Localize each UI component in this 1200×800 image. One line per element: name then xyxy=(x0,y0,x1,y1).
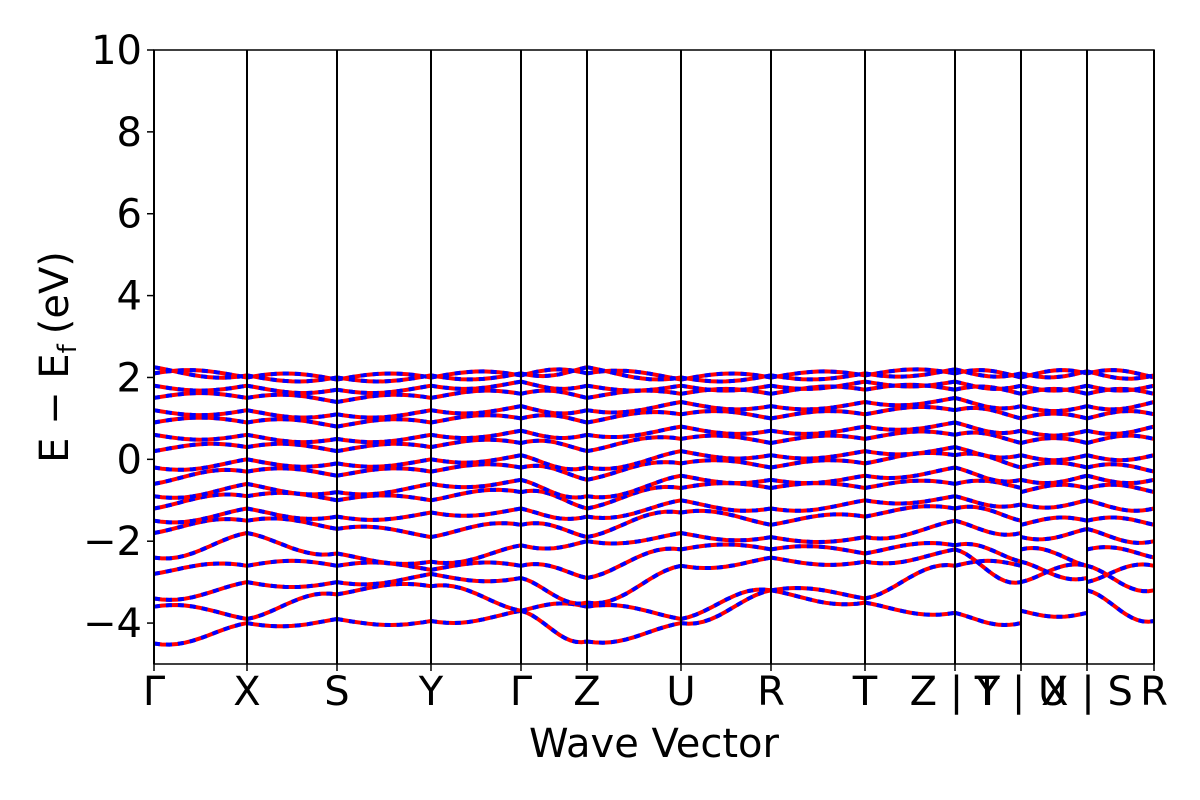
band-line-spin-down xyxy=(153,547,1155,606)
x-tick-label: Z | Y xyxy=(910,669,1001,715)
band-line-spin-down xyxy=(153,365,1155,384)
band-line-spin-up xyxy=(153,445,1155,472)
band-line-spin-up xyxy=(153,367,1155,382)
y-tick-label: −2 xyxy=(83,519,142,565)
x-tick-label: R xyxy=(757,669,785,715)
x-tick-label: S xyxy=(324,669,349,715)
y-tick-label: 2 xyxy=(117,355,142,401)
band-line-spin-down xyxy=(153,451,1155,486)
plot-background xyxy=(154,50,1154,664)
y-tick-label: 10 xyxy=(91,28,142,74)
x-tick-label: X xyxy=(233,669,260,715)
y-tick-label: 4 xyxy=(117,274,142,320)
band-line-spin-down xyxy=(153,504,1155,540)
band-line-spin-up xyxy=(153,465,1155,500)
y-tick-label: 8 xyxy=(117,110,142,156)
x-tick-label: U xyxy=(666,669,695,715)
band-line-spin-down xyxy=(153,588,1155,647)
x-tick-label: Y xyxy=(418,669,444,715)
x-tick-label: T | U xyxy=(974,669,1068,715)
band-line-spin-down xyxy=(153,429,1155,454)
y-axis: −4 −2 0 2 4 6 8 10 xyxy=(83,28,154,647)
x-tick-label: Γ xyxy=(143,669,166,715)
band-line-spin-up xyxy=(153,494,1155,525)
band-line-spin-down xyxy=(153,558,1155,621)
y-tick-label: 0 xyxy=(117,437,142,483)
band-line-spin-up xyxy=(153,420,1155,445)
x-tick-label: T xyxy=(852,669,878,715)
x-axis-title: Wave Vector xyxy=(529,721,780,767)
x-tick-label: Γ xyxy=(510,669,533,715)
plot-frame xyxy=(153,49,1155,665)
high-symmetry-lines xyxy=(153,50,1155,664)
y-tick-label: 6 xyxy=(117,192,142,238)
y-axis-title-unit: (eV) xyxy=(32,251,78,334)
band-line-spin-up xyxy=(153,395,1155,420)
y-axis-title-main: E − E xyxy=(32,353,78,463)
y-axis-title: E − Ef (eV) xyxy=(32,251,83,463)
band-line-spin-up xyxy=(153,518,1155,566)
x-tick-label: X | S xyxy=(1041,669,1133,715)
band-line-spin-up xyxy=(153,405,1155,429)
band-line-spin-down xyxy=(153,478,1155,511)
y-tick-label: −4 xyxy=(83,601,142,647)
band-line-spin-up xyxy=(153,379,1155,395)
x-tick-label: R xyxy=(1140,669,1168,715)
x-tick-label: Z xyxy=(573,669,600,715)
bands-layer xyxy=(153,365,1155,647)
plot-area xyxy=(153,49,1155,665)
band-line-spin-down xyxy=(153,540,1155,580)
y-axis-title-subscript: f xyxy=(53,343,83,353)
